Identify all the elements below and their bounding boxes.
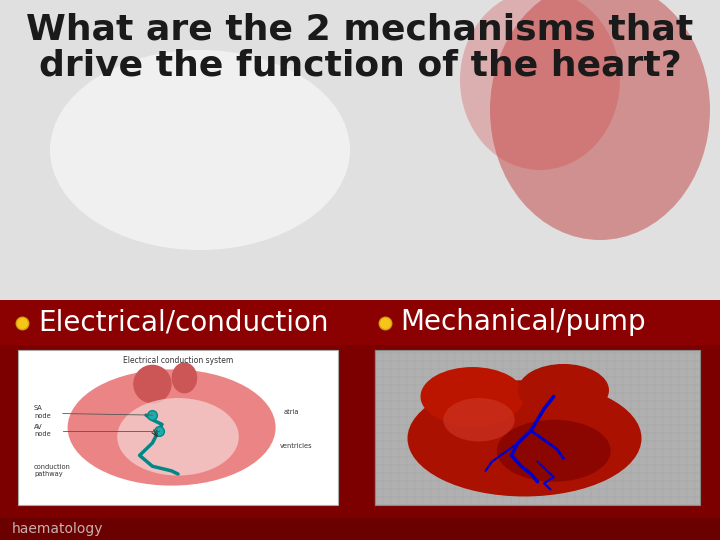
Ellipse shape bbox=[460, 0, 620, 170]
Text: What are the 2 mechanisms that: What are the 2 mechanisms that bbox=[27, 13, 693, 47]
Text: drive the function of the heart?: drive the function of the heart? bbox=[39, 48, 681, 82]
Text: Electrical/conduction: Electrical/conduction bbox=[38, 308, 328, 336]
FancyBboxPatch shape bbox=[375, 350, 700, 505]
Ellipse shape bbox=[50, 50, 350, 250]
Ellipse shape bbox=[117, 398, 239, 476]
Ellipse shape bbox=[490, 0, 710, 240]
Ellipse shape bbox=[444, 398, 515, 442]
Ellipse shape bbox=[133, 364, 171, 403]
FancyBboxPatch shape bbox=[0, 0, 720, 300]
Ellipse shape bbox=[171, 362, 197, 394]
Text: atria: atria bbox=[284, 409, 300, 415]
Text: Mechanical/pump: Mechanical/pump bbox=[400, 308, 646, 336]
Text: SA
node: SA node bbox=[34, 406, 50, 419]
FancyBboxPatch shape bbox=[18, 350, 338, 505]
Text: ventricles: ventricles bbox=[280, 443, 312, 449]
Text: haematology: haematology bbox=[12, 522, 104, 536]
Ellipse shape bbox=[68, 369, 276, 485]
FancyBboxPatch shape bbox=[0, 300, 720, 345]
Text: AV
node: AV node bbox=[34, 424, 50, 437]
FancyBboxPatch shape bbox=[0, 345, 720, 540]
FancyBboxPatch shape bbox=[0, 518, 720, 540]
FancyBboxPatch shape bbox=[0, 300, 720, 540]
Text: conduction
pathway: conduction pathway bbox=[34, 464, 71, 477]
Ellipse shape bbox=[408, 380, 642, 496]
Ellipse shape bbox=[420, 367, 524, 426]
Text: Electrical conduction system: Electrical conduction system bbox=[123, 356, 233, 366]
Ellipse shape bbox=[518, 364, 609, 417]
Ellipse shape bbox=[497, 420, 611, 482]
